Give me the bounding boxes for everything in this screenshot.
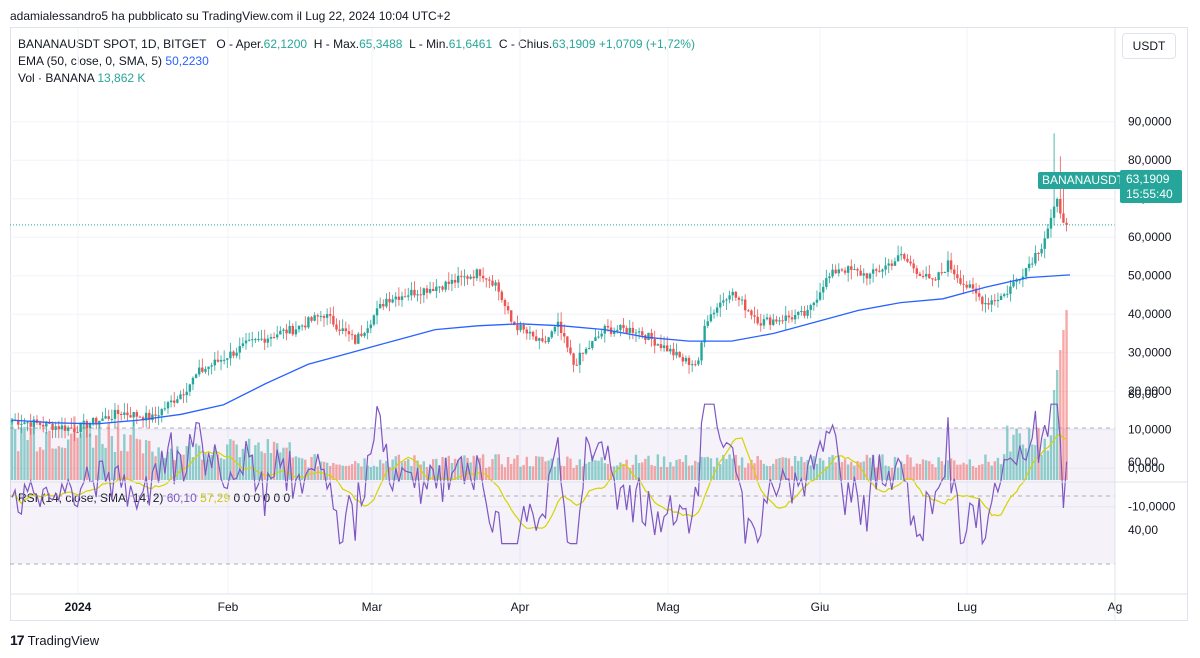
currency-button[interactable]: USDT xyxy=(1122,33,1176,59)
legend-high: 65,3488 xyxy=(359,37,403,51)
legend-high-label: H - Max. xyxy=(313,37,360,51)
legend-low: 61,6461 xyxy=(448,37,493,51)
footer-logo-text: TradingView xyxy=(27,632,100,648)
chart-frame[interactable] xyxy=(10,27,1188,621)
legend-close-label: C - Chius. xyxy=(498,37,553,51)
symbol-price-tag: BANANAUSDT xyxy=(1038,172,1129,189)
legend-ema-value: 50,2230 xyxy=(165,54,209,68)
legend-ema-label: EMA (50, close, 0, SMA, 5) xyxy=(18,54,163,68)
last-price-value: 63,1909 xyxy=(1126,172,1170,186)
bar-countdown: 15:55:40 xyxy=(1126,187,1173,201)
legend-symbol[interactable]: BANANAUSDT SPOT, 1D, BITGET xyxy=(18,37,207,51)
legend-vol-value: 13,862 K xyxy=(97,71,146,85)
attribution-text: adamialessandro5 ha pubblicato su Tradin… xyxy=(10,9,451,23)
footer-logo[interactable]: 17 TradingView xyxy=(10,632,99,648)
legend-vol-label: Vol · BANANA xyxy=(18,71,95,85)
legend-vol-row[interactable]: Vol · BANANA 13,862 K xyxy=(18,71,145,85)
legend-ema-row[interactable]: EMA (50, close, 0, SMA, 5) 50,2230 xyxy=(18,54,209,68)
legend-change: +1,0709 (+1,72%) xyxy=(598,37,695,51)
legend-open-label: O - Aper. xyxy=(216,37,264,51)
legend-rsi-ma-value: 57,29 xyxy=(200,491,231,505)
legend-rsi-row[interactable]: RSI (14, close, SMA, 14, 2) 60,10 57,29 … xyxy=(18,491,290,505)
legend-open: 62,1200 xyxy=(263,37,308,51)
legend-rsi-value: 60,10 xyxy=(166,491,197,505)
tradingview-logo-icon: 17 xyxy=(10,632,25,648)
legend-close: 63,1909 xyxy=(552,37,596,51)
last-price-tag: 63,1909 15:55:40 xyxy=(1120,170,1182,203)
legend-symbol-row: BANANAUSDT SPOT, 1D, BITGET O - Aper.62,… xyxy=(18,37,695,51)
legend-rsi-label: RSI (14, close, SMA, 14, 2) xyxy=(18,491,164,505)
legend-rsi-zeros: 0 0 0 0 0 0 xyxy=(233,491,291,505)
legend-low-label: L - Min. xyxy=(409,37,449,51)
